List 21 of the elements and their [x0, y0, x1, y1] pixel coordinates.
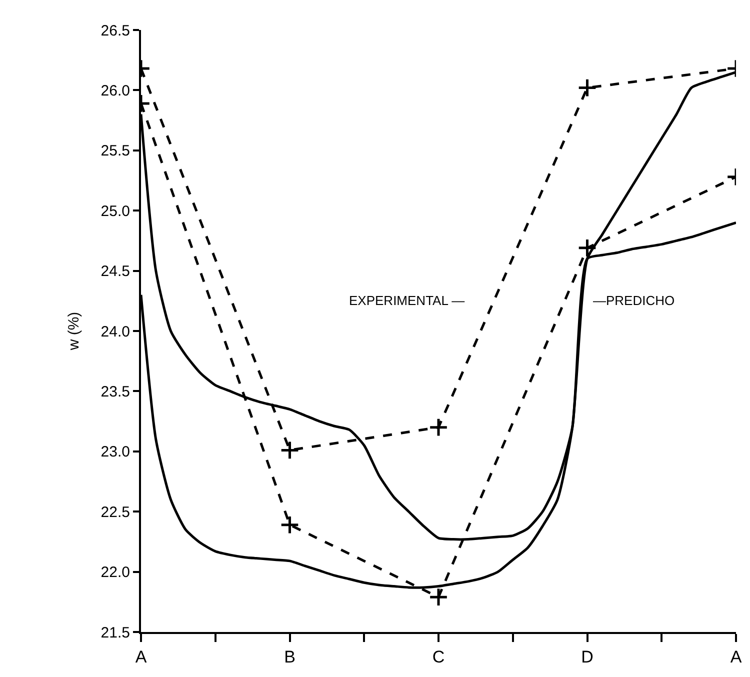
y-tick-label: 25.0 — [100, 202, 130, 220]
y-tick-label: 25.5 — [100, 142, 130, 160]
y-tick-label: 22.0 — [100, 564, 130, 582]
annotation: —PREDICHO — [593, 293, 675, 308]
y-tick-label: 24.0 — [100, 323, 130, 340]
x-tick-label: A — [730, 647, 742, 666]
annotation: EXPERIMENTAL — — [349, 293, 465, 308]
x-tick-label: C — [432, 647, 445, 666]
point — [428, 587, 448, 607]
y-tick-label: 24.5 — [100, 263, 130, 280]
x-tick-label: A — [135, 647, 148, 666]
y-axis-title: w (%) — [66, 312, 83, 352]
y-tick-label: 23.5 — [100, 383, 130, 400]
y-tick-label: 23.0 — [100, 444, 130, 461]
x-tick-label: B — [284, 647, 296, 666]
point — [428, 418, 448, 437]
x-tick-label: D — [581, 647, 594, 666]
y-tick-label: 21.5 — [100, 624, 130, 642]
y-tick-label: 26.0 — [100, 82, 130, 100]
y-tick-label: 22.5 — [100, 504, 130, 521]
y-tick-label: 26.5 — [100, 22, 130, 40]
